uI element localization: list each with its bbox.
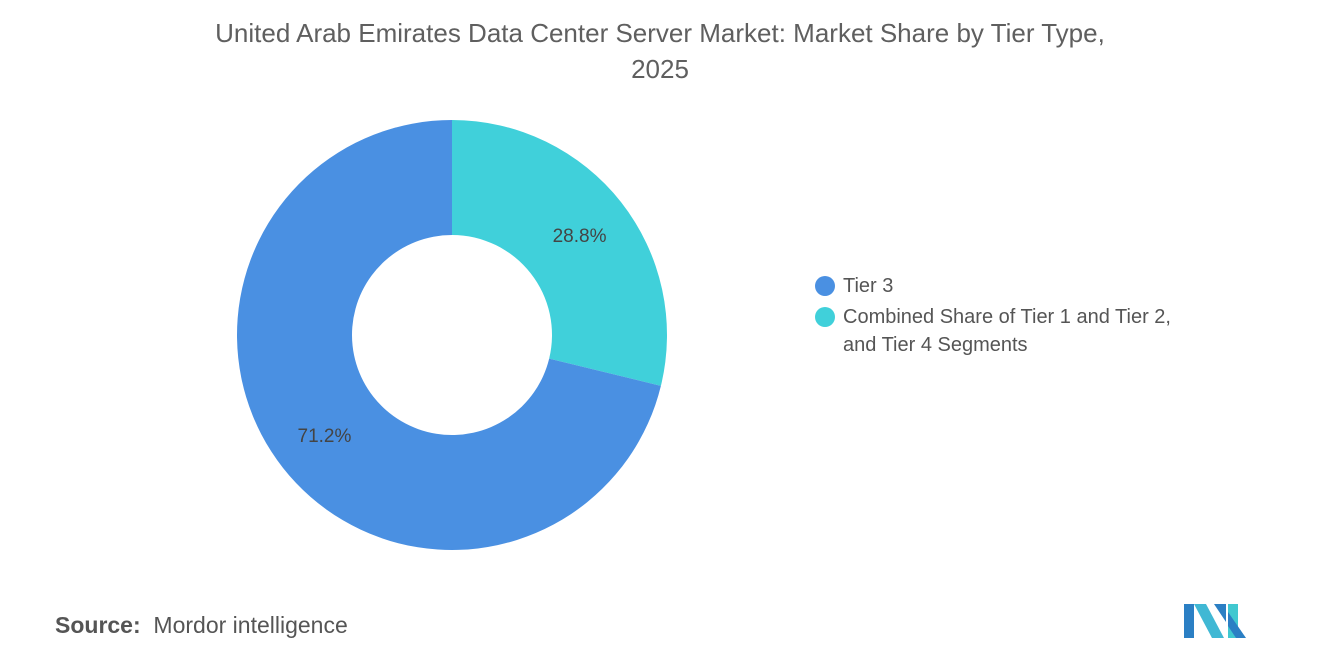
legend-label-tier3: Tier 3 bbox=[843, 275, 894, 297]
legend-swatch-tier3 bbox=[815, 276, 835, 296]
chart-title-line2: 2025 bbox=[631, 54, 689, 84]
legend-label-combined-line2: and Tier 4 Segments bbox=[843, 334, 1028, 356]
chart-title-line1: United Arab Emirates Data Center Server … bbox=[215, 18, 1105, 48]
data-label-1: 71.2% bbox=[298, 426, 352, 447]
source-value: Mordor intelligence bbox=[153, 612, 348, 638]
legend-item-combined: Combined Share of Tier 1 and Tier 2, and… bbox=[815, 303, 1171, 359]
mordor-logo-icon bbox=[1184, 604, 1246, 638]
data-label-0: 28.8% bbox=[553, 226, 607, 247]
legend-swatch-combined bbox=[815, 307, 835, 327]
legend-item-tier3: Tier 3 bbox=[815, 272, 893, 300]
source-note: Source: Mordor intelligence bbox=[55, 612, 348, 639]
source-label: Source: bbox=[55, 612, 141, 638]
legend-label-combined-line1: Combined Share of Tier 1 and Tier 2, bbox=[843, 306, 1171, 328]
donut-slice-0 bbox=[452, 120, 667, 386]
donut-slice-1 bbox=[236, 120, 661, 550]
legend-label-combined: Combined Share of Tier 1 and Tier 2, and… bbox=[843, 303, 1171, 359]
